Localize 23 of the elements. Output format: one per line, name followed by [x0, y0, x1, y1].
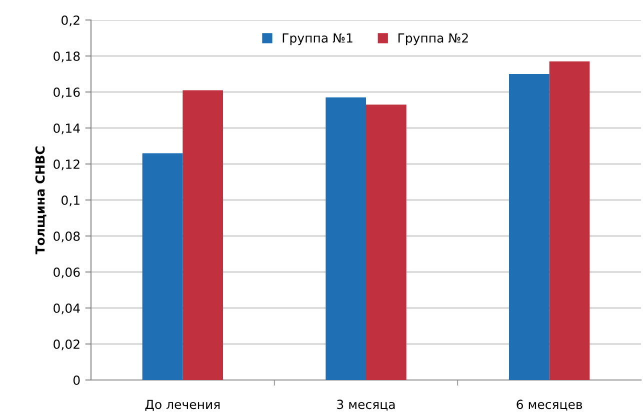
- y-tick-label: 0,18: [54, 51, 80, 62]
- y-tick-label: 0,14: [54, 123, 80, 134]
- bar: [509, 74, 550, 380]
- y-tick-label: 0,02: [54, 339, 80, 350]
- bar: [326, 97, 366, 380]
- y-tick-label: 0,08: [54, 231, 80, 242]
- y-tick-label: 0,12: [54, 159, 80, 170]
- y-tick-label: 0,16: [54, 87, 80, 98]
- legend-label: Группа №1: [282, 33, 352, 46]
- y-tick-label: 0,04: [54, 303, 80, 314]
- x-tick-label: До лечения: [145, 400, 220, 411]
- bar: [142, 153, 183, 380]
- x-tick-label: 3 месяца: [337, 400, 395, 411]
- y-tick-label: 0: [73, 375, 80, 385]
- y-tick-label: 0,06: [54, 267, 80, 278]
- bar: [182, 90, 223, 380]
- bar: [549, 61, 590, 380]
- x-tick-label: 6 месяцев: [516, 400, 582, 411]
- bar: [366, 104, 406, 380]
- y-tick-label: 0,1: [62, 195, 80, 206]
- y-tick-label: 0,2: [62, 15, 80, 26]
- y-axis-title: Толщина СНВС: [35, 146, 46, 254]
- legend-label: Группа №2: [398, 33, 468, 46]
